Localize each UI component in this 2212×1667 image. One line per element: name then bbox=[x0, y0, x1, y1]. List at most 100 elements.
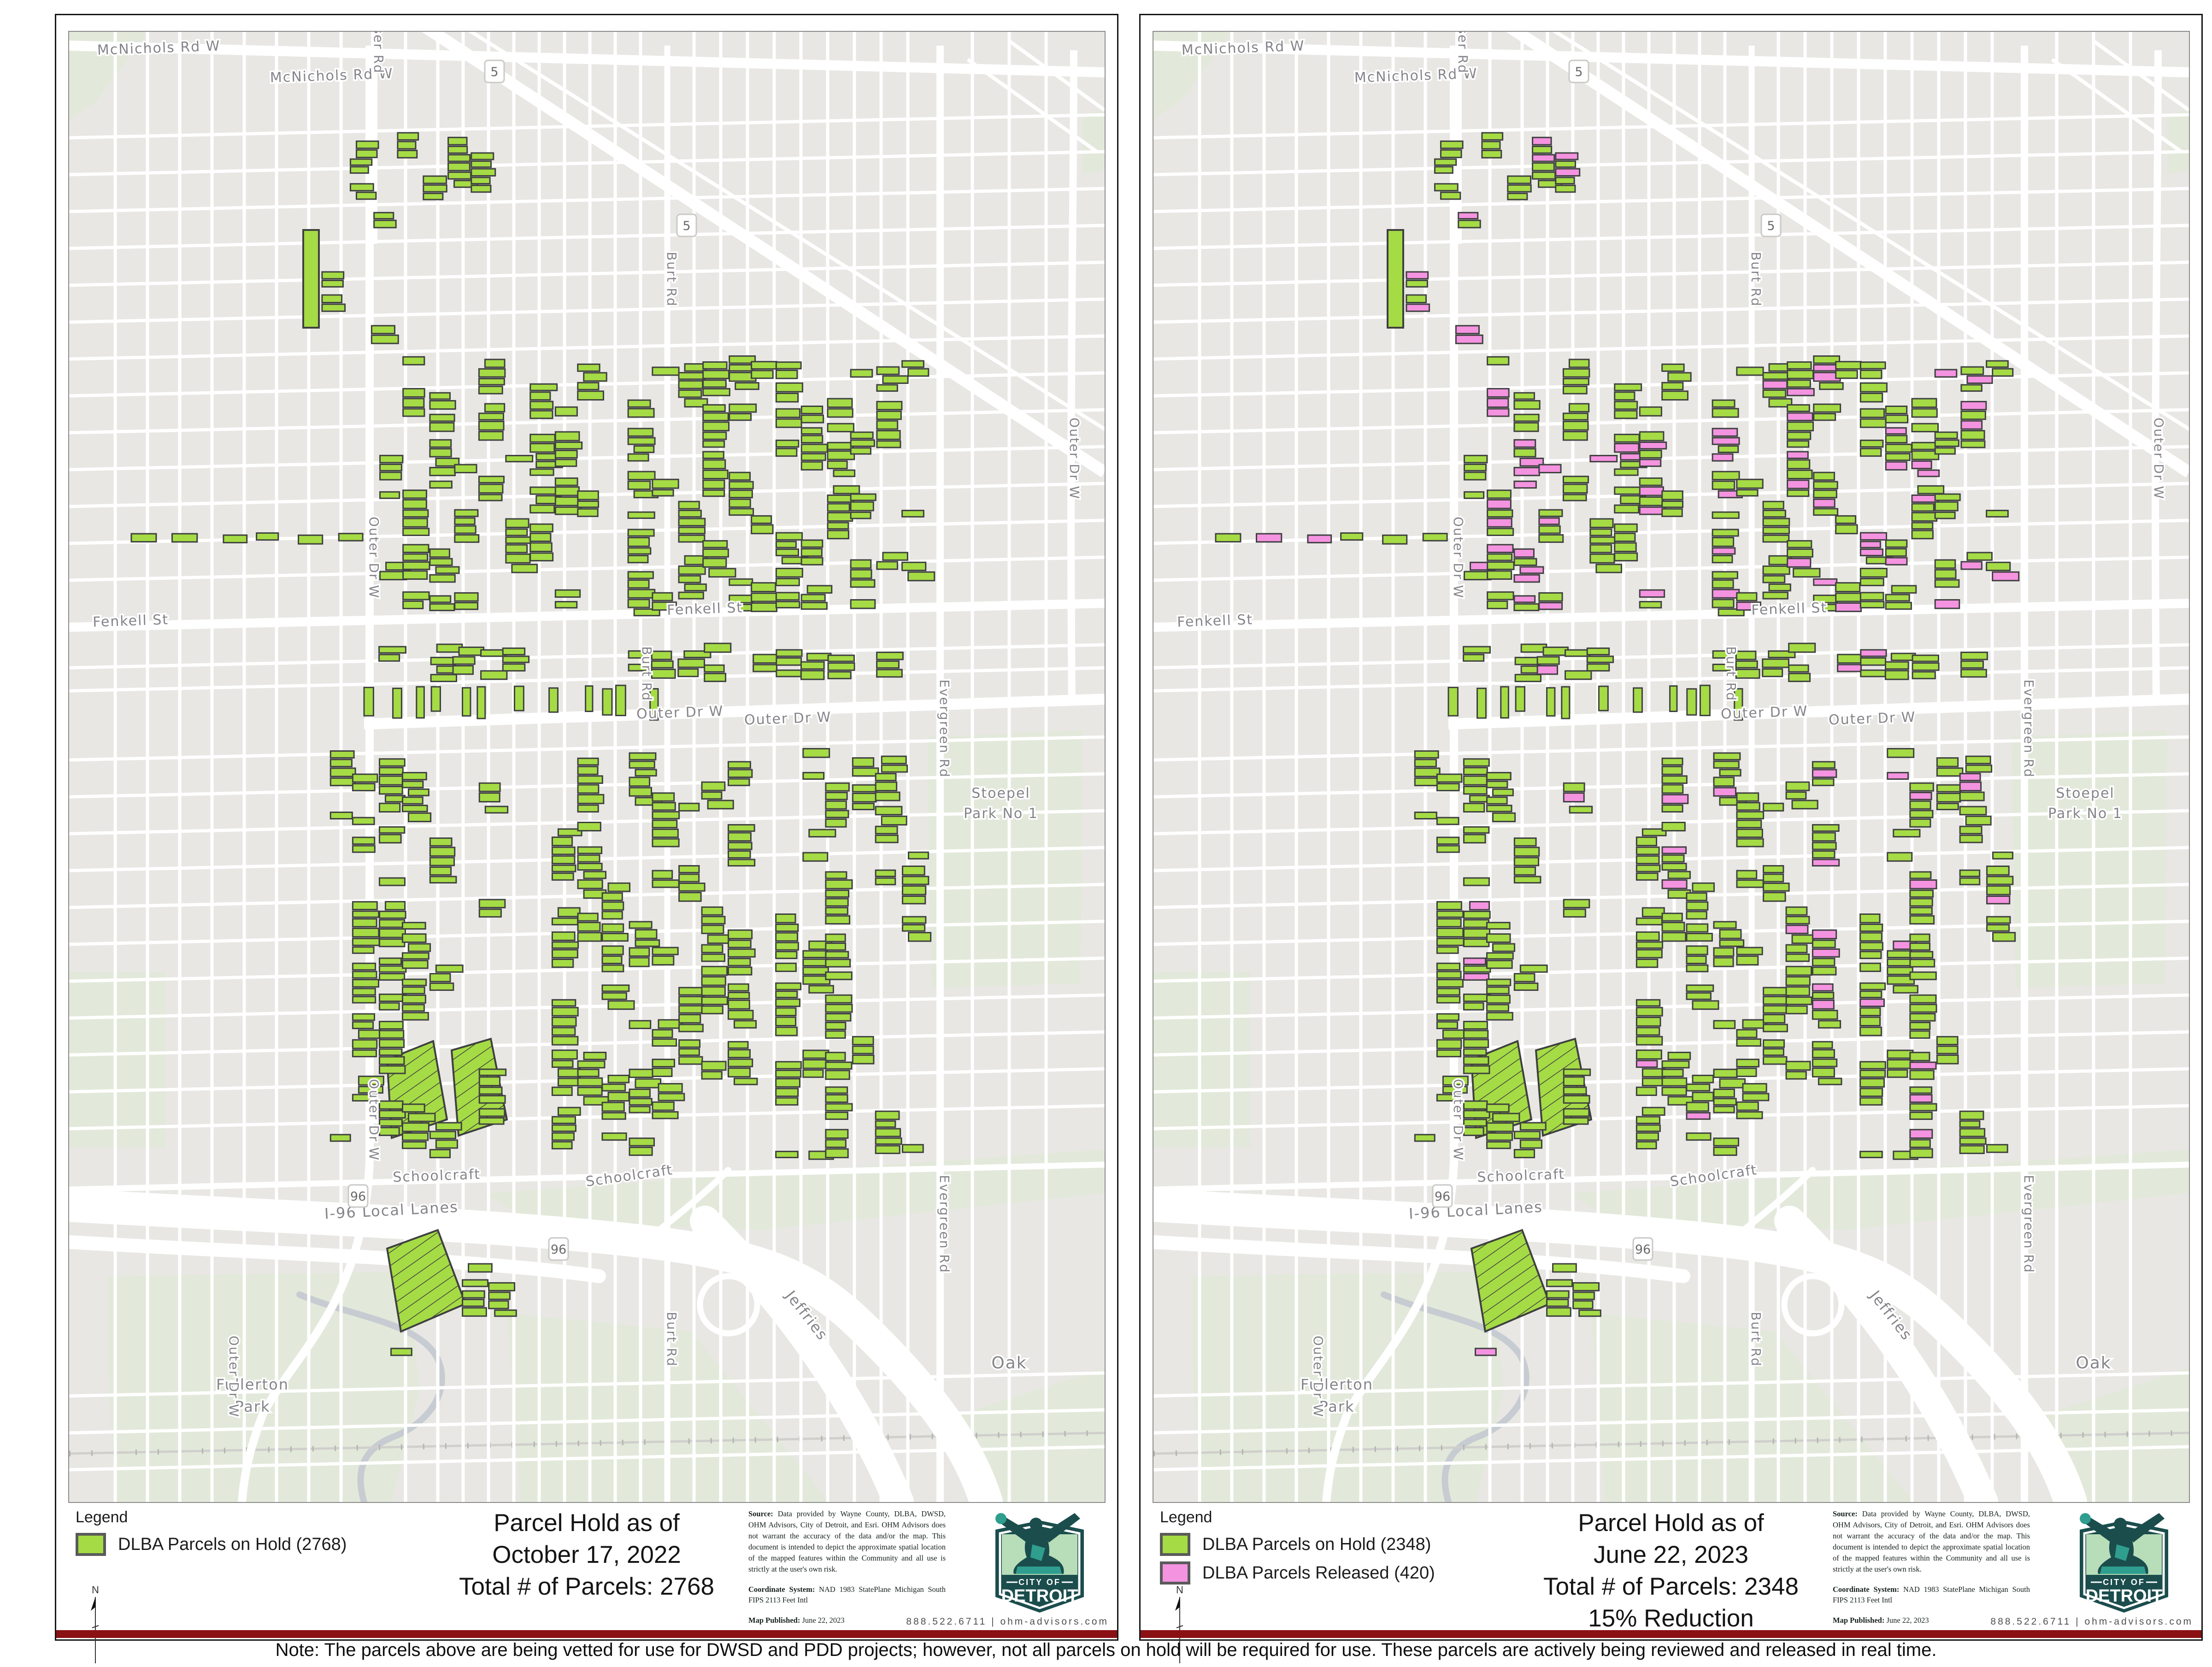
svg-text:DETROIT: DETROIT bbox=[1001, 1586, 1078, 1606]
route-shield: 5 bbox=[1568, 59, 1589, 83]
legend: Legend DLBA Parcels on Hold (2348) DLBA Pa… bbox=[1160, 1508, 1435, 1590]
route-shield: 5 bbox=[484, 59, 505, 83]
logo-box: CITY OF DETROIT bbox=[990, 1508, 1089, 1623]
street-label: Outer Dr W bbox=[1720, 703, 1808, 723]
parcel-layer bbox=[130, 132, 935, 1356]
street-label: Burt Rd bbox=[1748, 1312, 1764, 1367]
panel-footer: Legend DLBA Parcels on Hold (2768) N Parcel… bbox=[56, 1507, 1117, 1663]
legend-item: DLBA Parcels Released (420) bbox=[1160, 1561, 1435, 1585]
coordinate-system-paragraph: Coordinate System: NAD 1983 StatePlane M… bbox=[1833, 1585, 2030, 1605]
route-shield: 96 bbox=[1632, 1237, 1653, 1261]
street-label: Fenkell St bbox=[1177, 612, 1253, 630]
street-label: Stoepel bbox=[971, 785, 1030, 801]
legend-title: Legend bbox=[1160, 1508, 1212, 1526]
contact-line: 888.522.6711 | ohm-advisors.com bbox=[906, 1616, 1109, 1627]
street-label: Outer Dr W bbox=[366, 517, 382, 599]
street-label: Fenkell St bbox=[93, 612, 169, 630]
map-title: Parcel Hold as of June 22, 2023 Total # of… bbox=[1441, 1508, 1901, 1635]
legend-swatch bbox=[76, 1533, 106, 1556]
source-paragraph: Source: Data provided by Wayne County, D… bbox=[1833, 1509, 2030, 1573]
route-shield: 96 bbox=[1432, 1184, 1453, 1208]
route-shield: 5 bbox=[676, 213, 697, 237]
coordinate-system-paragraph: Coordinate System: NAD 1983 StatePlane M… bbox=[748, 1585, 946, 1605]
street-label: Outer Dr W bbox=[1067, 418, 1082, 500]
svg-text:N: N bbox=[92, 1584, 99, 1596]
street-label: Burt Rd bbox=[664, 252, 679, 307]
street-label: Fenkell St bbox=[1751, 600, 1828, 618]
street-label: Outer Dr W bbox=[1828, 709, 1916, 729]
street-label: Park bbox=[235, 1398, 270, 1415]
street-label: Fenkell St bbox=[667, 600, 743, 618]
street-label: Outer Dr W bbox=[1451, 1079, 1466, 1161]
footer-red-bar bbox=[1141, 1630, 2201, 1638]
map-title-line: Total # of Parcels: 2348 bbox=[1543, 1573, 1799, 1600]
source-text-block: Source: Data provided by Wayne County, D… bbox=[1833, 1508, 2030, 1635]
legend-item: DLBA Parcels on Hold (2768) bbox=[76, 1533, 347, 1556]
street-label: Evergreen Rd bbox=[2021, 679, 2036, 778]
street-label: Outer Dr W bbox=[226, 1336, 241, 1418]
contact-line: 888.522.6711 | ohm-advisors.com bbox=[1990, 1616, 2193, 1627]
map-title-line: Parcel Hold as of bbox=[494, 1509, 680, 1537]
source-paragraph: Source: Data provided by Wayne County, D… bbox=[748, 1509, 946, 1573]
street-label: Outer Dr W bbox=[366, 1079, 382, 1161]
street-label: Lahser Rd bbox=[371, 32, 386, 74]
map-published-paragraph: Map Published: June 22, 2023 bbox=[1833, 1616, 1929, 1625]
street-label: Burt Rd bbox=[1748, 252, 1764, 307]
legend-title: Legend bbox=[76, 1508, 128, 1526]
map-title-line: Parcel Hold as of bbox=[1578, 1509, 1764, 1537]
street-label: Schoolcraft bbox=[1477, 1166, 1565, 1186]
map-title-line: Total # of Parcels: 2768 bbox=[459, 1573, 714, 1600]
street-label: Burt Rd bbox=[1724, 646, 1739, 701]
route-shield: 96 bbox=[347, 1184, 369, 1208]
map-title-line: 15% Reduction bbox=[1588, 1604, 1754, 1632]
svg-text:96: 96 bbox=[350, 1190, 366, 1204]
map-title-line: October 17, 2022 bbox=[492, 1541, 681, 1568]
street-label: Fullerton bbox=[216, 1376, 289, 1393]
map-published-paragraph: Map Published: June 22, 2023 bbox=[748, 1616, 845, 1625]
source-text-block: Source: Data provided by Wayne County, D… bbox=[748, 1508, 946, 1635]
street-label: Outer Dr W bbox=[744, 709, 831, 729]
svg-text:CITY OF: CITY OF bbox=[1018, 1578, 1061, 1587]
map-canvas-right: McNichols Rd W McNichols Rd W Lahser Rd Out… bbox=[1153, 31, 2190, 1503]
street-label: Oak bbox=[991, 1354, 1027, 1372]
svg-text:5: 5 bbox=[682, 219, 690, 233]
legend-swatch bbox=[1160, 1561, 1190, 1585]
street-label: Stoepel bbox=[2056, 785, 2114, 801]
street-label: Outer Dr W bbox=[636, 703, 724, 723]
bottom-note: Note: The parcels above are being vetted… bbox=[275, 1640, 1937, 1660]
legend-item-label: DLBA Parcels Released (420) bbox=[1202, 1563, 1435, 1583]
svg-text:DETROIT: DETROIT bbox=[2086, 1586, 2163, 1606]
street-label: Evergreen Rd bbox=[937, 1175, 952, 1273]
street-label: Fullerton bbox=[1300, 1376, 1373, 1393]
route-shield: 5 bbox=[1760, 213, 1782, 237]
street-label: Oak bbox=[2076, 1354, 2111, 1372]
street-label: Outer Dr W bbox=[1311, 1336, 1326, 1418]
svg-text:5: 5 bbox=[1575, 65, 1583, 79]
svg-text:96: 96 bbox=[551, 1243, 566, 1257]
map-title: Parcel Hold as of October 17, 2022 Total #… bbox=[356, 1508, 817, 1603]
svg-text:96: 96 bbox=[1435, 1190, 1450, 1204]
legend-swatch bbox=[1160, 1533, 1190, 1556]
street-label: Schoolcraft bbox=[393, 1166, 481, 1186]
street-label: Evergreen Rd bbox=[937, 679, 952, 778]
parcel-layer bbox=[1215, 132, 2020, 1356]
svg-text:96: 96 bbox=[1635, 1243, 1651, 1257]
street-label: Park No 1 bbox=[964, 806, 1038, 822]
street-label: Park bbox=[1319, 1398, 1354, 1415]
map-panel-june-2023: McNichols Rd W McNichols Rd W Lahser Rd Out… bbox=[1139, 14, 2203, 1663]
street-label: Outer Dr W bbox=[1451, 517, 1466, 599]
footer-red-bar bbox=[56, 1630, 1117, 1638]
street-label: Burt Rd bbox=[664, 1312, 679, 1367]
svg-text:5: 5 bbox=[1767, 219, 1775, 233]
map-panel-october-2022: McNichols Rd W McNichols Rd W Lahser Rd Out… bbox=[55, 14, 1118, 1663]
street-label: Burt Rd bbox=[639, 646, 654, 701]
legend-item: DLBA Parcels on Hold (2348) bbox=[1160, 1533, 1435, 1556]
panel-footer: Legend DLBA Parcels on Hold (2348) DLBA Pa… bbox=[1141, 1507, 2201, 1663]
street-label: Lahser Rd bbox=[1455, 32, 1471, 74]
map-title-line: June 22, 2023 bbox=[1594, 1541, 1748, 1568]
svg-text:CITY OF: CITY OF bbox=[2103, 1578, 2145, 1587]
logo-box: CITY OF DETROIT bbox=[2074, 1508, 2174, 1623]
